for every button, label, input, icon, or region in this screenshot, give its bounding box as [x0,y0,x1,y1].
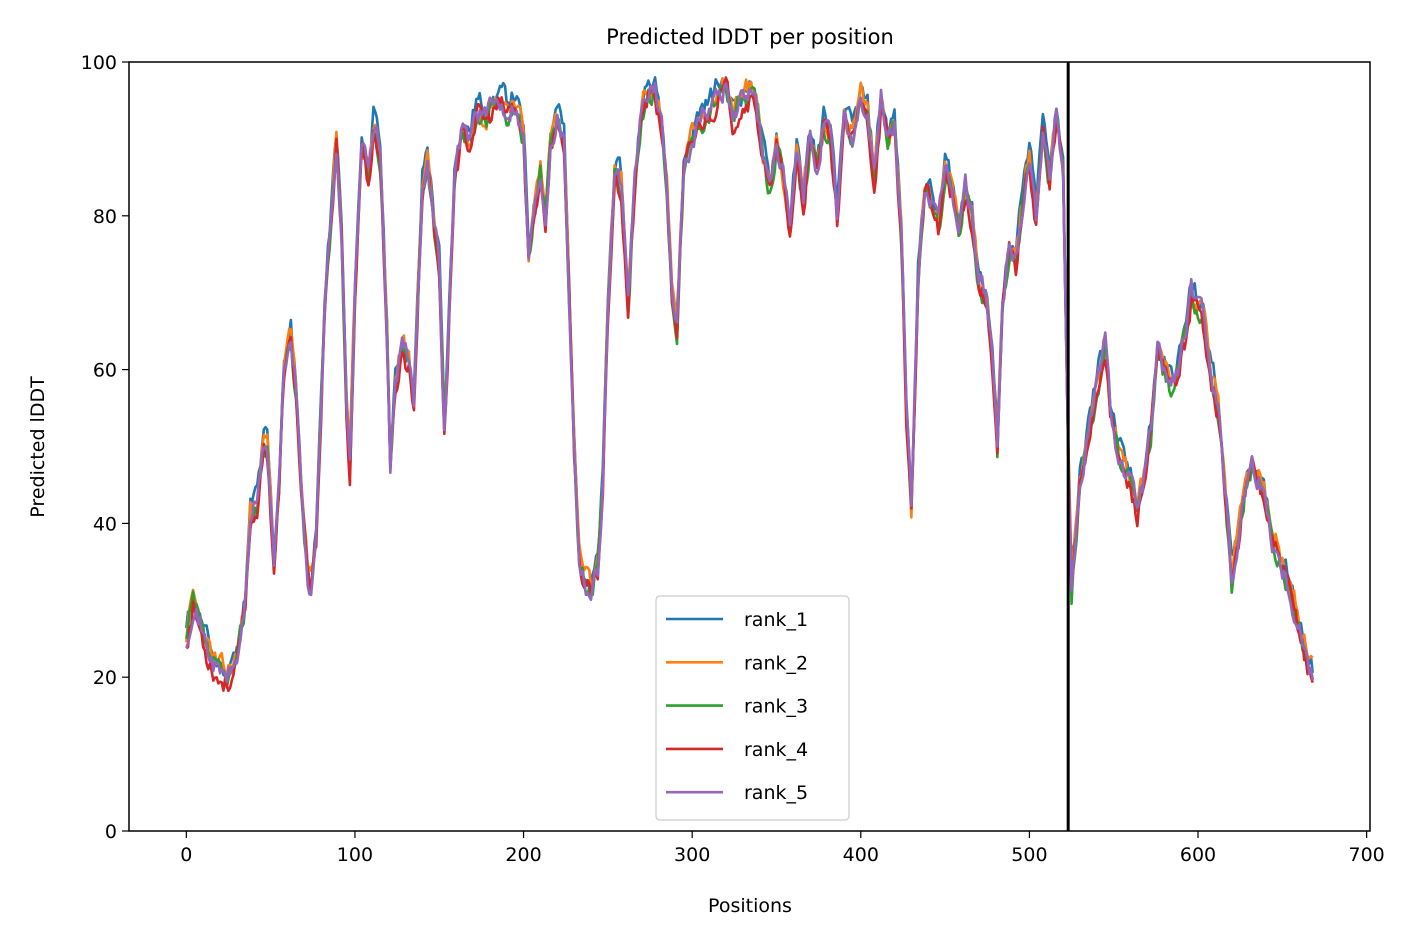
series-line-rank-1 [185,76,1314,678]
y-axis-label: Predicted lDDT [27,376,49,518]
y-tick-label: 0 [105,821,117,843]
x-tick-label: 300 [674,844,710,866]
y-tick-label: 40 [93,513,117,535]
x-tick-label: 700 [1348,844,1384,866]
x-tick-label: 600 [1180,844,1216,866]
x-tick-label: 500 [1011,844,1047,866]
y-tick-label: 60 [93,360,117,382]
x-axis-label: Positions [708,895,792,917]
x-axis-ticks: 0 100 200 300 400 500 600 700 [180,831,1385,866]
plot-lines [185,76,1314,693]
legend-label: rank_1 [744,609,808,631]
plot-frame [128,61,1371,832]
legend-label: rank_3 [744,696,808,718]
x-tick-label: 200 [505,844,541,866]
chart-title: Predicted lDDT per position [606,25,894,49]
y-axis-ticks: 0 20 40 60 80 100 [81,52,129,843]
y-tick-label: 80 [93,206,117,228]
series-line-rank-2 [185,77,1314,677]
legend-box [655,595,850,821]
y-tick-label: 20 [93,667,117,689]
series-line-rank-5 [185,81,1314,683]
x-tick-label: 0 [180,844,192,866]
x-tick-label: 100 [337,844,373,866]
y-tick-label: 100 [81,52,117,74]
x-tick-label: 400 [843,844,879,866]
legend-label: rank_4 [744,739,808,761]
legend-label: rank_5 [744,782,808,804]
legend-label: rank_2 [744,652,808,674]
legend: rank_1 rank_2 rank_3 rank_4 rank_5 [655,595,850,821]
